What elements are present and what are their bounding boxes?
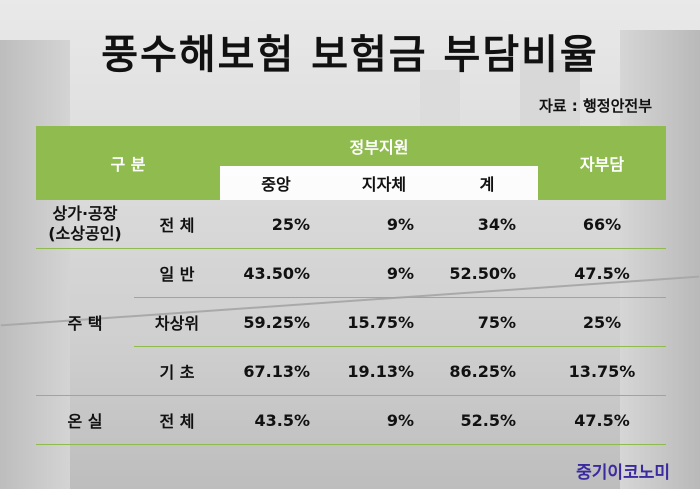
publisher-logo: 중기이코노미 [576, 463, 670, 483]
header-government-support: 정부지원 [220, 126, 538, 166]
cell-central: 25% [220, 200, 332, 249]
row-sub-label: 차상위 [134, 297, 220, 347]
cell-central: 59.25% [220, 297, 332, 347]
header-local: 지자체 [332, 166, 436, 200]
cell-local: 9% [332, 200, 436, 249]
cell-total: 34% [436, 200, 538, 249]
header-central: 중앙 [220, 166, 332, 200]
row-sub-label: 일 반 [134, 248, 220, 298]
header-total: 계 [436, 166, 538, 200]
row-group-label: 주 택 [36, 248, 134, 396]
cell-self-pay: 47.5% [538, 248, 666, 298]
cell-total: 75% [436, 297, 538, 347]
cell-total: 52.50% [436, 248, 538, 298]
row-group-label: 상가·공장 (소상공인) [36, 200, 134, 249]
table-row: 온 실 전 체 43.5% 9% 52.5% 47.5% [36, 395, 666, 445]
cell-self-pay: 25% [538, 297, 666, 347]
header-self-pay: 자부담 [538, 126, 666, 200]
page-title: 풍수해보험 보험금 부담비율 [101, 32, 599, 78]
cell-local: 15.75% [332, 297, 436, 347]
cell-local: 19.13% [332, 346, 436, 396]
cell-local: 9% [332, 395, 436, 445]
row-sub-label: 전 체 [134, 395, 220, 445]
row-sub-label: 기 초 [134, 346, 220, 396]
cell-central: 43.5% [220, 395, 332, 445]
table-row: 기 초 67.13% 19.13% 86.25% 13.75% [36, 346, 666, 396]
table-row: 상가·공장 (소상공인) 전 체 25% 9% 34% 66% [36, 200, 666, 249]
cell-self-pay: 66% [538, 200, 666, 249]
row-group-label: 온 실 [36, 395, 134, 445]
header-category: 구 분 [36, 126, 220, 200]
source-note: 자료 : 행정안전부 [538, 97, 652, 115]
cell-self-pay: 13.75% [538, 346, 666, 396]
cell-central: 67.13% [220, 346, 332, 396]
cell-total: 52.5% [436, 395, 538, 445]
row-sub-label: 전 체 [134, 200, 220, 249]
ratio-table: 구 분 정부지원 자부담 중앙 지자체 계 상가·공장 (소상공인) 전 체 2… [36, 126, 666, 445]
table-row: 차상위 59.25% 15.75% 75% 25% [36, 297, 666, 347]
cell-local: 9% [332, 248, 436, 298]
table-row: 주 택 일 반 43.50% 9% 52.50% 47.5% [36, 248, 666, 396]
cell-central: 43.50% [220, 248, 332, 298]
cell-self-pay: 47.5% [538, 395, 666, 445]
cell-total: 86.25% [436, 346, 538, 396]
